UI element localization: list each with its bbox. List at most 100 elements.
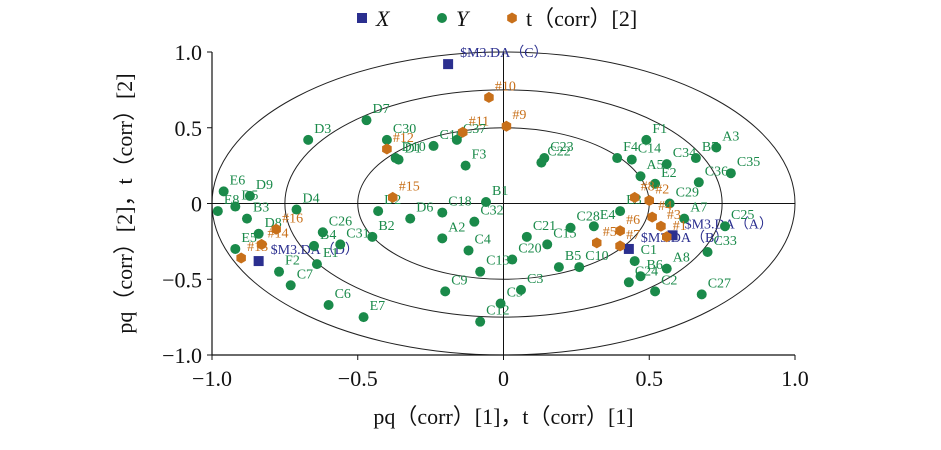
point-label-t: #5 — [603, 225, 617, 240]
y-axis-title: pq（corr）[2]，t（corr）[2] — [112, 73, 137, 333]
point-label-t: #13 — [247, 240, 268, 255]
point-t — [501, 120, 512, 132]
point-label-y: C28 — [577, 210, 600, 225]
point-label-y: D3 — [314, 122, 331, 137]
series-y: E6D9D5D4E8B3D8E5F2C7C6E7E1B4C26C31B2D2D6… — [212, 102, 760, 327]
legend-label-y: Y — [456, 6, 471, 31]
point-label-y: C34 — [673, 146, 696, 161]
point-label-x: $M3.DA（C） — [460, 45, 548, 61]
point-label-t: #6 — [626, 213, 640, 228]
point-t — [382, 143, 392, 155]
point-label-t: #1 — [673, 219, 687, 234]
point-label-y: C32 — [480, 204, 503, 219]
point-y — [507, 254, 518, 265]
point-label-y: A3 — [722, 129, 739, 144]
point-label-y: E7 — [370, 299, 386, 314]
point-label-y: E2 — [661, 166, 677, 181]
point-label-t: #14 — [268, 226, 289, 241]
point-label-y: B2 — [378, 219, 394, 234]
point-label-y: C23 — [550, 140, 573, 155]
point-label-y: A2 — [448, 220, 465, 235]
x-tick-label: −1.0 — [192, 366, 232, 391]
point-label-t: #9 — [512, 108, 526, 123]
point-y — [629, 256, 640, 267]
point-label-y: C26 — [329, 214, 352, 229]
point-y — [285, 280, 296, 291]
point-label-y: A7 — [690, 201, 707, 216]
point-y — [650, 286, 661, 297]
point-y — [542, 239, 553, 250]
point-label-y: C10 — [585, 249, 608, 264]
point-y — [361, 115, 372, 126]
point-t — [388, 191, 398, 203]
point-label-y: C22 — [547, 145, 570, 160]
point-label-y: D1 — [405, 142, 422, 157]
point-y — [565, 222, 576, 233]
point-y — [323, 300, 334, 311]
point-label-y: C33 — [714, 234, 737, 249]
point-label-y: C2 — [661, 273, 677, 288]
point-label-y: E5 — [241, 231, 257, 246]
point-label-t: #12 — [393, 131, 414, 146]
x-tick-label: 1.0 — [781, 366, 809, 391]
x-tick-label: 0.5 — [636, 366, 664, 391]
x-axis-title: pq（corr）[1]，t（corr）[1] — [373, 404, 633, 429]
legend-marker-x — [357, 13, 367, 23]
point-y — [536, 157, 547, 168]
legend-label-t: t（corr）[2] — [526, 6, 637, 31]
point-y — [367, 231, 378, 242]
point-label-y: E8 — [224, 193, 240, 208]
point-y — [373, 206, 384, 217]
y-tick-label: −1.0 — [162, 343, 202, 368]
point-t — [592, 237, 602, 249]
point-label-y: C37 — [463, 122, 486, 137]
point-x — [667, 230, 678, 241]
point-y — [612, 153, 623, 164]
point-y — [311, 259, 322, 270]
point-t — [615, 225, 625, 237]
point-label-t: #15 — [399, 179, 420, 194]
point-y — [437, 233, 448, 244]
point-y — [495, 298, 506, 309]
point-y — [358, 312, 369, 323]
point-y — [693, 177, 704, 188]
point-y — [515, 284, 526, 295]
point-label-t: #7 — [626, 228, 640, 243]
point-label-t: #8 — [641, 179, 655, 194]
point-y — [218, 186, 229, 197]
point-label-y: B5 — [565, 249, 581, 264]
point-t — [662, 231, 672, 243]
point-label-y: E4 — [600, 208, 616, 223]
point-label-y: C14 — [638, 142, 661, 157]
point-y — [641, 134, 652, 145]
point-y — [650, 178, 661, 189]
point-label-y: C12 — [486, 304, 509, 319]
point-y — [679, 213, 690, 224]
point-x — [253, 256, 264, 267]
point-y — [725, 168, 736, 179]
legend-marker-t — [507, 12, 517, 24]
x-tick-label: 0 — [498, 366, 509, 391]
point-label-t: #16 — [282, 211, 303, 226]
point-y — [381, 134, 392, 145]
point-label-y: C25 — [731, 208, 754, 223]
point-label-y: C4 — [475, 232, 491, 247]
point-label-t: #3 — [667, 208, 681, 223]
legend-label-x: X — [375, 6, 391, 31]
point-y — [212, 206, 223, 217]
point-y — [588, 221, 599, 232]
point-y — [317, 227, 328, 238]
point-label-y: D7 — [372, 102, 389, 117]
point-y — [469, 216, 480, 227]
series-t: #10 #9 #11 #12 #15 #16#14#13 #8 #6 #5 #7 #4#3 #2 #1 — [236, 79, 687, 264]
point-y — [623, 277, 634, 288]
point-label-y: B6 — [647, 258, 663, 273]
point-y — [702, 246, 713, 257]
point-t — [457, 126, 468, 138]
point-y — [440, 286, 451, 297]
point-t — [647, 211, 657, 223]
legend-marker-y — [437, 13, 447, 23]
point-y — [626, 154, 637, 165]
point-label-t: #4 — [658, 199, 672, 214]
point-y — [711, 142, 722, 153]
